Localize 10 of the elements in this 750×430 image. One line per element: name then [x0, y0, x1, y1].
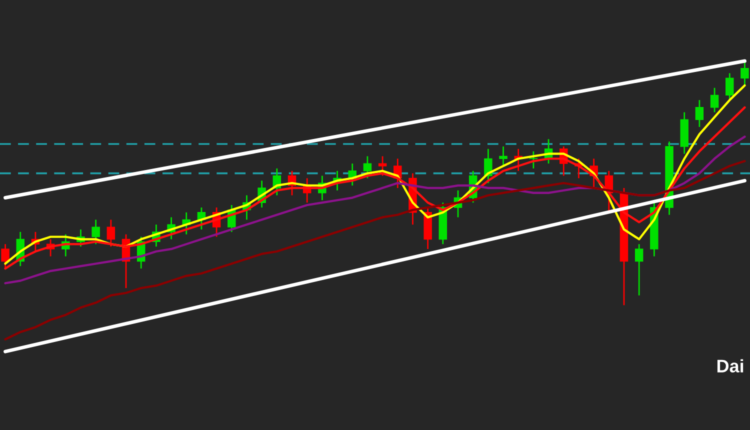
- candlestick: [1, 243, 10, 270]
- text: Dai: [717, 359, 744, 372]
- candlestick: [740, 60, 749, 86]
- candlestick: [106, 219, 116, 248]
- candlestick: [499, 146, 508, 167]
- candlestick: [726, 72, 734, 101]
- candlestick: [634, 243, 644, 296]
- candlestick: [710, 87, 719, 113]
- candlestick: [529, 150, 538, 170]
- candlestick: [695, 99, 704, 128]
